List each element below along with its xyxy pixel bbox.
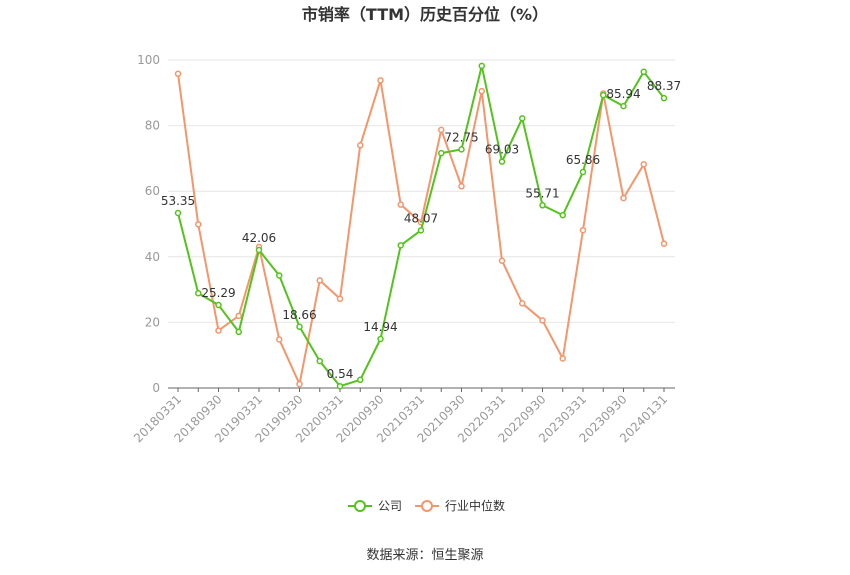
company-point	[357, 376, 364, 384]
company-point	[235, 328, 242, 336]
company-point	[438, 149, 445, 157]
data-label: 69.03	[485, 143, 519, 157]
chart-title: 市销率（TTM）历史百分位（%）	[302, 5, 548, 24]
company-point	[640, 68, 647, 76]
legend[interactable]: 公司 行业中位数	[348, 498, 505, 513]
company-point	[600, 91, 607, 99]
data-label: 25.29	[201, 286, 235, 300]
industry-median-point	[336, 295, 344, 303]
company-point	[559, 211, 566, 219]
company-point	[458, 146, 465, 153]
data-label: 65.86	[566, 153, 600, 167]
industry-median-point	[296, 380, 303, 388]
industry-median-point	[357, 142, 364, 149]
company-point	[539, 202, 546, 209]
company-point	[276, 272, 283, 279]
legend-item-industry-median[interactable]: 行业中位数	[415, 498, 505, 513]
legend-label: 公司	[378, 499, 402, 513]
company-point	[397, 242, 404, 249]
industry-median-point	[660, 240, 668, 247]
data-label: 72.75	[444, 130, 478, 144]
y-tick-label: 60	[145, 184, 160, 198]
series-layer	[174, 62, 668, 390]
company-point	[316, 357, 323, 365]
industry-median-point	[519, 300, 526, 307]
company-point	[579, 168, 587, 176]
company-point	[336, 382, 344, 390]
industry-median-point	[377, 77, 384, 84]
company-point	[519, 115, 526, 122]
industry-median-point	[316, 277, 323, 284]
y-tick-label: 100	[137, 53, 160, 67]
data-label: 0.54	[327, 367, 354, 381]
company-point	[498, 158, 506, 165]
company-point	[620, 102, 627, 110]
company-point	[478, 62, 485, 70]
legend-label: 行业中位数	[445, 498, 505, 513]
industry-median-point	[579, 226, 587, 234]
company-point	[417, 227, 425, 234]
data-label: 14.94	[363, 320, 397, 334]
industry-median-point	[539, 317, 546, 324]
company-point	[377, 335, 384, 343]
data-label: 88.37	[647, 79, 681, 93]
industry-median-point	[458, 183, 465, 190]
industry-median-point	[498, 257, 506, 264]
data-label: 85.94	[606, 87, 640, 101]
source-text: 数据来源：恒生聚源	[366, 548, 483, 563]
company-point	[174, 209, 182, 217]
data-label: 55.71	[525, 186, 559, 200]
industry-median-point	[438, 126, 445, 134]
company-point	[255, 246, 263, 254]
industry-median-point	[640, 161, 647, 168]
company-point	[215, 301, 222, 309]
y-tick-label: 20	[145, 315, 160, 329]
y-axis: 0 20 40 60 80 100	[137, 53, 160, 395]
industry-median-point	[235, 312, 242, 320]
data-label: 48.07	[404, 211, 438, 225]
industry-median-point	[478, 87, 485, 95]
industry-median-point	[215, 327, 222, 334]
company-line	[177, 64, 665, 388]
y-tick-label: 40	[145, 250, 160, 264]
data-label: 53.35	[161, 194, 195, 208]
legend-marker	[421, 500, 433, 512]
grid	[168, 59, 675, 323]
industry-median-point	[276, 336, 283, 343]
industry-median-point	[559, 355, 566, 362]
company-point	[296, 323, 303, 331]
x-axis: 2018033120180930201903312019093020200331…	[131, 387, 675, 445]
data-labels: 53.35 25.29 42.06 18.66 0.54 14.94 48.07 72.75 6…	[161, 79, 681, 381]
company-point	[660, 94, 668, 102]
company-point	[195, 289, 202, 297]
y-tick-label: 80	[145, 119, 160, 133]
industry-median-point	[174, 70, 182, 78]
data-label: 42.06	[242, 231, 276, 245]
legend-marker	[354, 500, 366, 512]
industry-median-point	[195, 221, 202, 228]
legend-item-company[interactable]: 公司	[348, 499, 402, 513]
industry-median-point	[620, 194, 627, 202]
data-label: 18.66	[282, 308, 316, 322]
industry-median-point	[397, 201, 404, 208]
y-tick-label: 0	[152, 381, 160, 395]
